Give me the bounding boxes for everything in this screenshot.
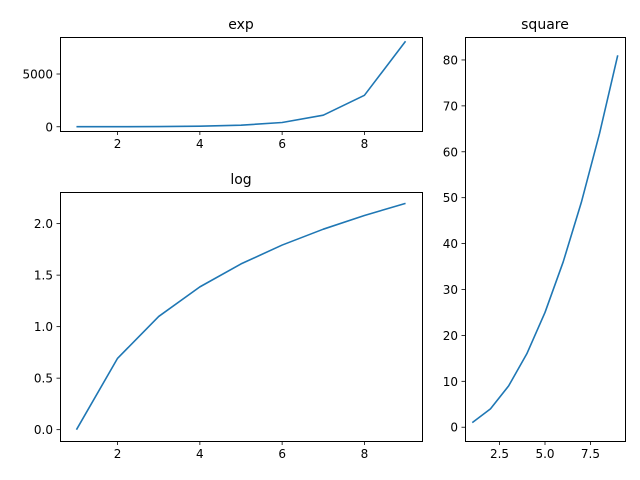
log-axes-frame <box>60 192 423 442</box>
subplot-exp: exp 2 4 6 8 0 5000 <box>22 17 423 151</box>
log-ytick-label: 2.0 <box>34 217 53 231</box>
square-ytick-label: 20 <box>443 329 458 343</box>
log-xtick-label: 6 <box>278 447 286 461</box>
square-ytick-label: 40 <box>443 237 458 251</box>
square-xtick-label: 5.0 <box>535 447 554 461</box>
exp-axes-frame <box>60 37 423 132</box>
log-ytick-label: 0.5 <box>34 372 53 386</box>
exp-xtick-label: 4 <box>196 137 204 151</box>
log-title: log <box>230 172 251 188</box>
square-ytick-label: 60 <box>443 145 458 159</box>
subplot-square: square 2.5 5.0 7.5 0 10 20 30 40 50 60 70 80 <box>443 17 626 461</box>
square-ytick-label: 50 <box>443 191 458 205</box>
exp-line <box>76 40 407 128</box>
exp-ytick-label: 5000 <box>22 68 53 82</box>
log-ytick-label: 1.5 <box>34 269 53 283</box>
exp-ytick-label: 0 <box>45 120 53 134</box>
square-line <box>471 55 619 424</box>
log-xtick-label: 4 <box>196 447 204 461</box>
square-ytick-label: 0 <box>450 421 458 435</box>
subplot-log: log 2 4 6 8 0.0 0.5 1.0 1.5 2.0 <box>34 172 423 461</box>
exp-xtick-label: 8 <box>361 137 369 151</box>
log-ytick-label: 0.0 <box>34 423 53 437</box>
log-xtick-label: 2 <box>114 447 122 461</box>
square-xtick-label: 7.5 <box>581 447 600 461</box>
square-ytick-label: 10 <box>443 375 458 389</box>
log-line <box>75 202 406 431</box>
square-ytick-label: 70 <box>443 99 458 113</box>
square-xtick-label: 2.5 <box>490 447 509 461</box>
exp-xtick-label: 2 <box>114 137 122 151</box>
log-xtick-label: 8 <box>361 447 369 461</box>
square-ytick-label: 30 <box>443 283 458 297</box>
exp-xtick-label: 6 <box>278 137 286 151</box>
exp-title: exp <box>228 17 254 33</box>
log-ytick-label: 1.0 <box>34 320 53 334</box>
square-title: square <box>521 17 569 33</box>
square-ytick-label: 80 <box>443 53 458 67</box>
square-axes-frame <box>465 37 626 442</box>
